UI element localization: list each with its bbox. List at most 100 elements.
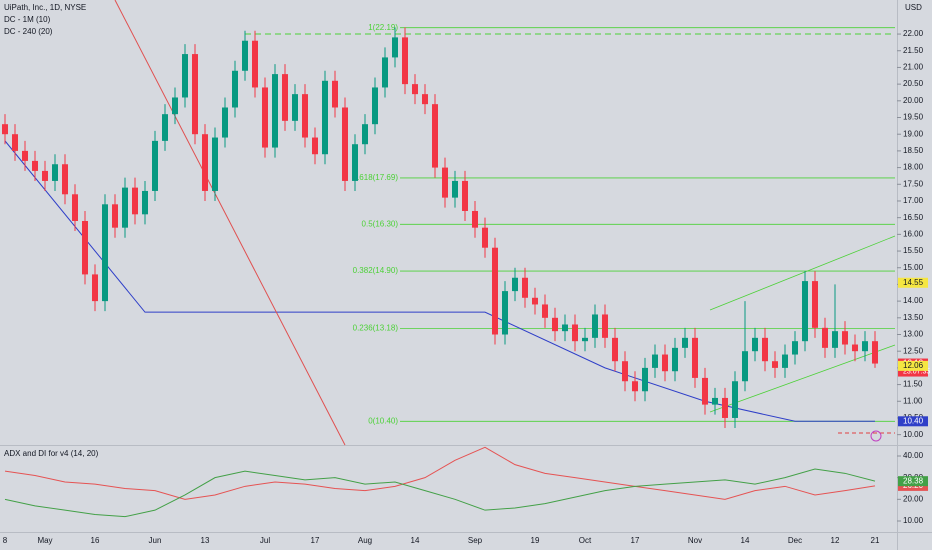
x-tick-label: 19 (531, 536, 540, 545)
value-label: 28.38 (903, 476, 924, 485)
x-tick-label: Jun (149, 536, 162, 545)
y-tick-label: 22.00 (903, 29, 924, 38)
candle-body (772, 361, 778, 368)
legend-entry: DC - 240 (20) (4, 27, 53, 36)
candle-body (222, 107, 228, 138)
x-tick-label: 12 (831, 536, 840, 545)
y-tick-label: 11.00 (903, 396, 923, 405)
fib-label: 0.5(16.30) (362, 219, 399, 228)
candle-body (672, 347, 678, 372)
y-tick-label: 20.00 (903, 96, 924, 105)
y-tick-label: 15.00 (903, 263, 924, 272)
x-tick-label: 16 (91, 536, 100, 545)
candle-body (262, 87, 268, 148)
candle-body (692, 337, 698, 378)
candle-body (802, 281, 808, 342)
event-icon[interactable] (870, 430, 882, 442)
candle-body (602, 314, 608, 338)
candle-body (342, 107, 348, 181)
candle-body (752, 337, 758, 352)
candle-body (172, 97, 178, 115)
y-tick-label: 14.00 (903, 296, 924, 305)
x-tick-label: Jul (260, 536, 270, 545)
y-tick-label: 40.00 (903, 451, 924, 460)
y-tick-label: 18.00 (903, 163, 924, 172)
candle-body (2, 124, 8, 135)
y-tick-label: 17.00 (903, 196, 924, 205)
series-line (4, 446, 876, 500)
candle-body (282, 74, 288, 121)
y-tick-label: 16.50 (903, 213, 924, 222)
candle-body (782, 354, 788, 368)
candle-body (212, 137, 218, 191)
candle-body (372, 87, 378, 125)
candle-body (422, 94, 428, 105)
candle-body (472, 210, 478, 228)
candle-body (152, 140, 158, 191)
y-tick-label: 15.50 (903, 246, 924, 255)
candle-body (732, 381, 738, 418)
y-tick-label: 19.50 (903, 113, 924, 122)
x-tick-label: Nov (688, 536, 702, 545)
axis-unit: USD (905, 3, 922, 12)
candle-body (662, 354, 668, 372)
candle-body (722, 397, 728, 418)
candle-body (302, 94, 308, 138)
series-line (114, 0, 346, 446)
candle-body (32, 160, 38, 171)
candle-body (762, 337, 768, 362)
candle-body (402, 37, 408, 85)
fib-label: 0.236(13.18) (353, 324, 399, 333)
price-badge-label: 12.06 (903, 361, 924, 370)
candle-body (872, 341, 878, 364)
candle-body (252, 40, 258, 88)
candle-body (102, 204, 108, 302)
y-tick-label: 12.50 (903, 346, 924, 355)
candle-body (62, 164, 68, 195)
y-tick-label: 21.50 (903, 46, 924, 55)
channel-line (709, 344, 896, 413)
candle-body (52, 164, 58, 181)
fib-label: 0.618(17.69) (353, 173, 399, 182)
candle-body (142, 190, 148, 215)
candle-body (502, 291, 508, 335)
y-tick-label: 13.50 (903, 313, 924, 322)
candle-body (462, 180, 468, 211)
candle-body (272, 74, 278, 148)
candle-body (592, 314, 598, 338)
candle-body (582, 337, 588, 342)
candle-body (182, 54, 188, 98)
candle-body (22, 150, 28, 161)
x-tick-label: 14 (411, 536, 420, 545)
price-badge (898, 416, 928, 427)
candle-body (292, 94, 298, 121)
candle-body (622, 361, 628, 382)
candle-body (512, 277, 518, 292)
candle-body (72, 194, 78, 221)
x-tick-label: Dec (788, 536, 802, 545)
legend-entry: DC - 1M (10) (4, 15, 51, 24)
candle-body (412, 84, 418, 95)
candle-body (862, 341, 868, 352)
candle-body (712, 397, 718, 405)
y-tick-label: 20.00 (903, 494, 924, 503)
candle-body (432, 104, 438, 168)
x-tick-label: Oct (579, 536, 592, 545)
candle-body (702, 377, 708, 405)
candle-body (612, 337, 618, 362)
candle-body (322, 80, 328, 155)
candle-body (632, 381, 638, 392)
candle-body (852, 344, 858, 352)
y-tick-label: 20.50 (903, 79, 924, 88)
y-tick-label: 13.00 (903, 330, 924, 339)
candle-body (112, 204, 118, 228)
candle-body (652, 354, 658, 368)
candle-body (482, 227, 488, 248)
x-tick-label: 13 (201, 536, 210, 545)
x-tick-label: 17 (311, 536, 320, 545)
candle-body (362, 124, 368, 145)
candle-body (352, 144, 358, 181)
fib-label: 0(10.40) (368, 416, 398, 425)
